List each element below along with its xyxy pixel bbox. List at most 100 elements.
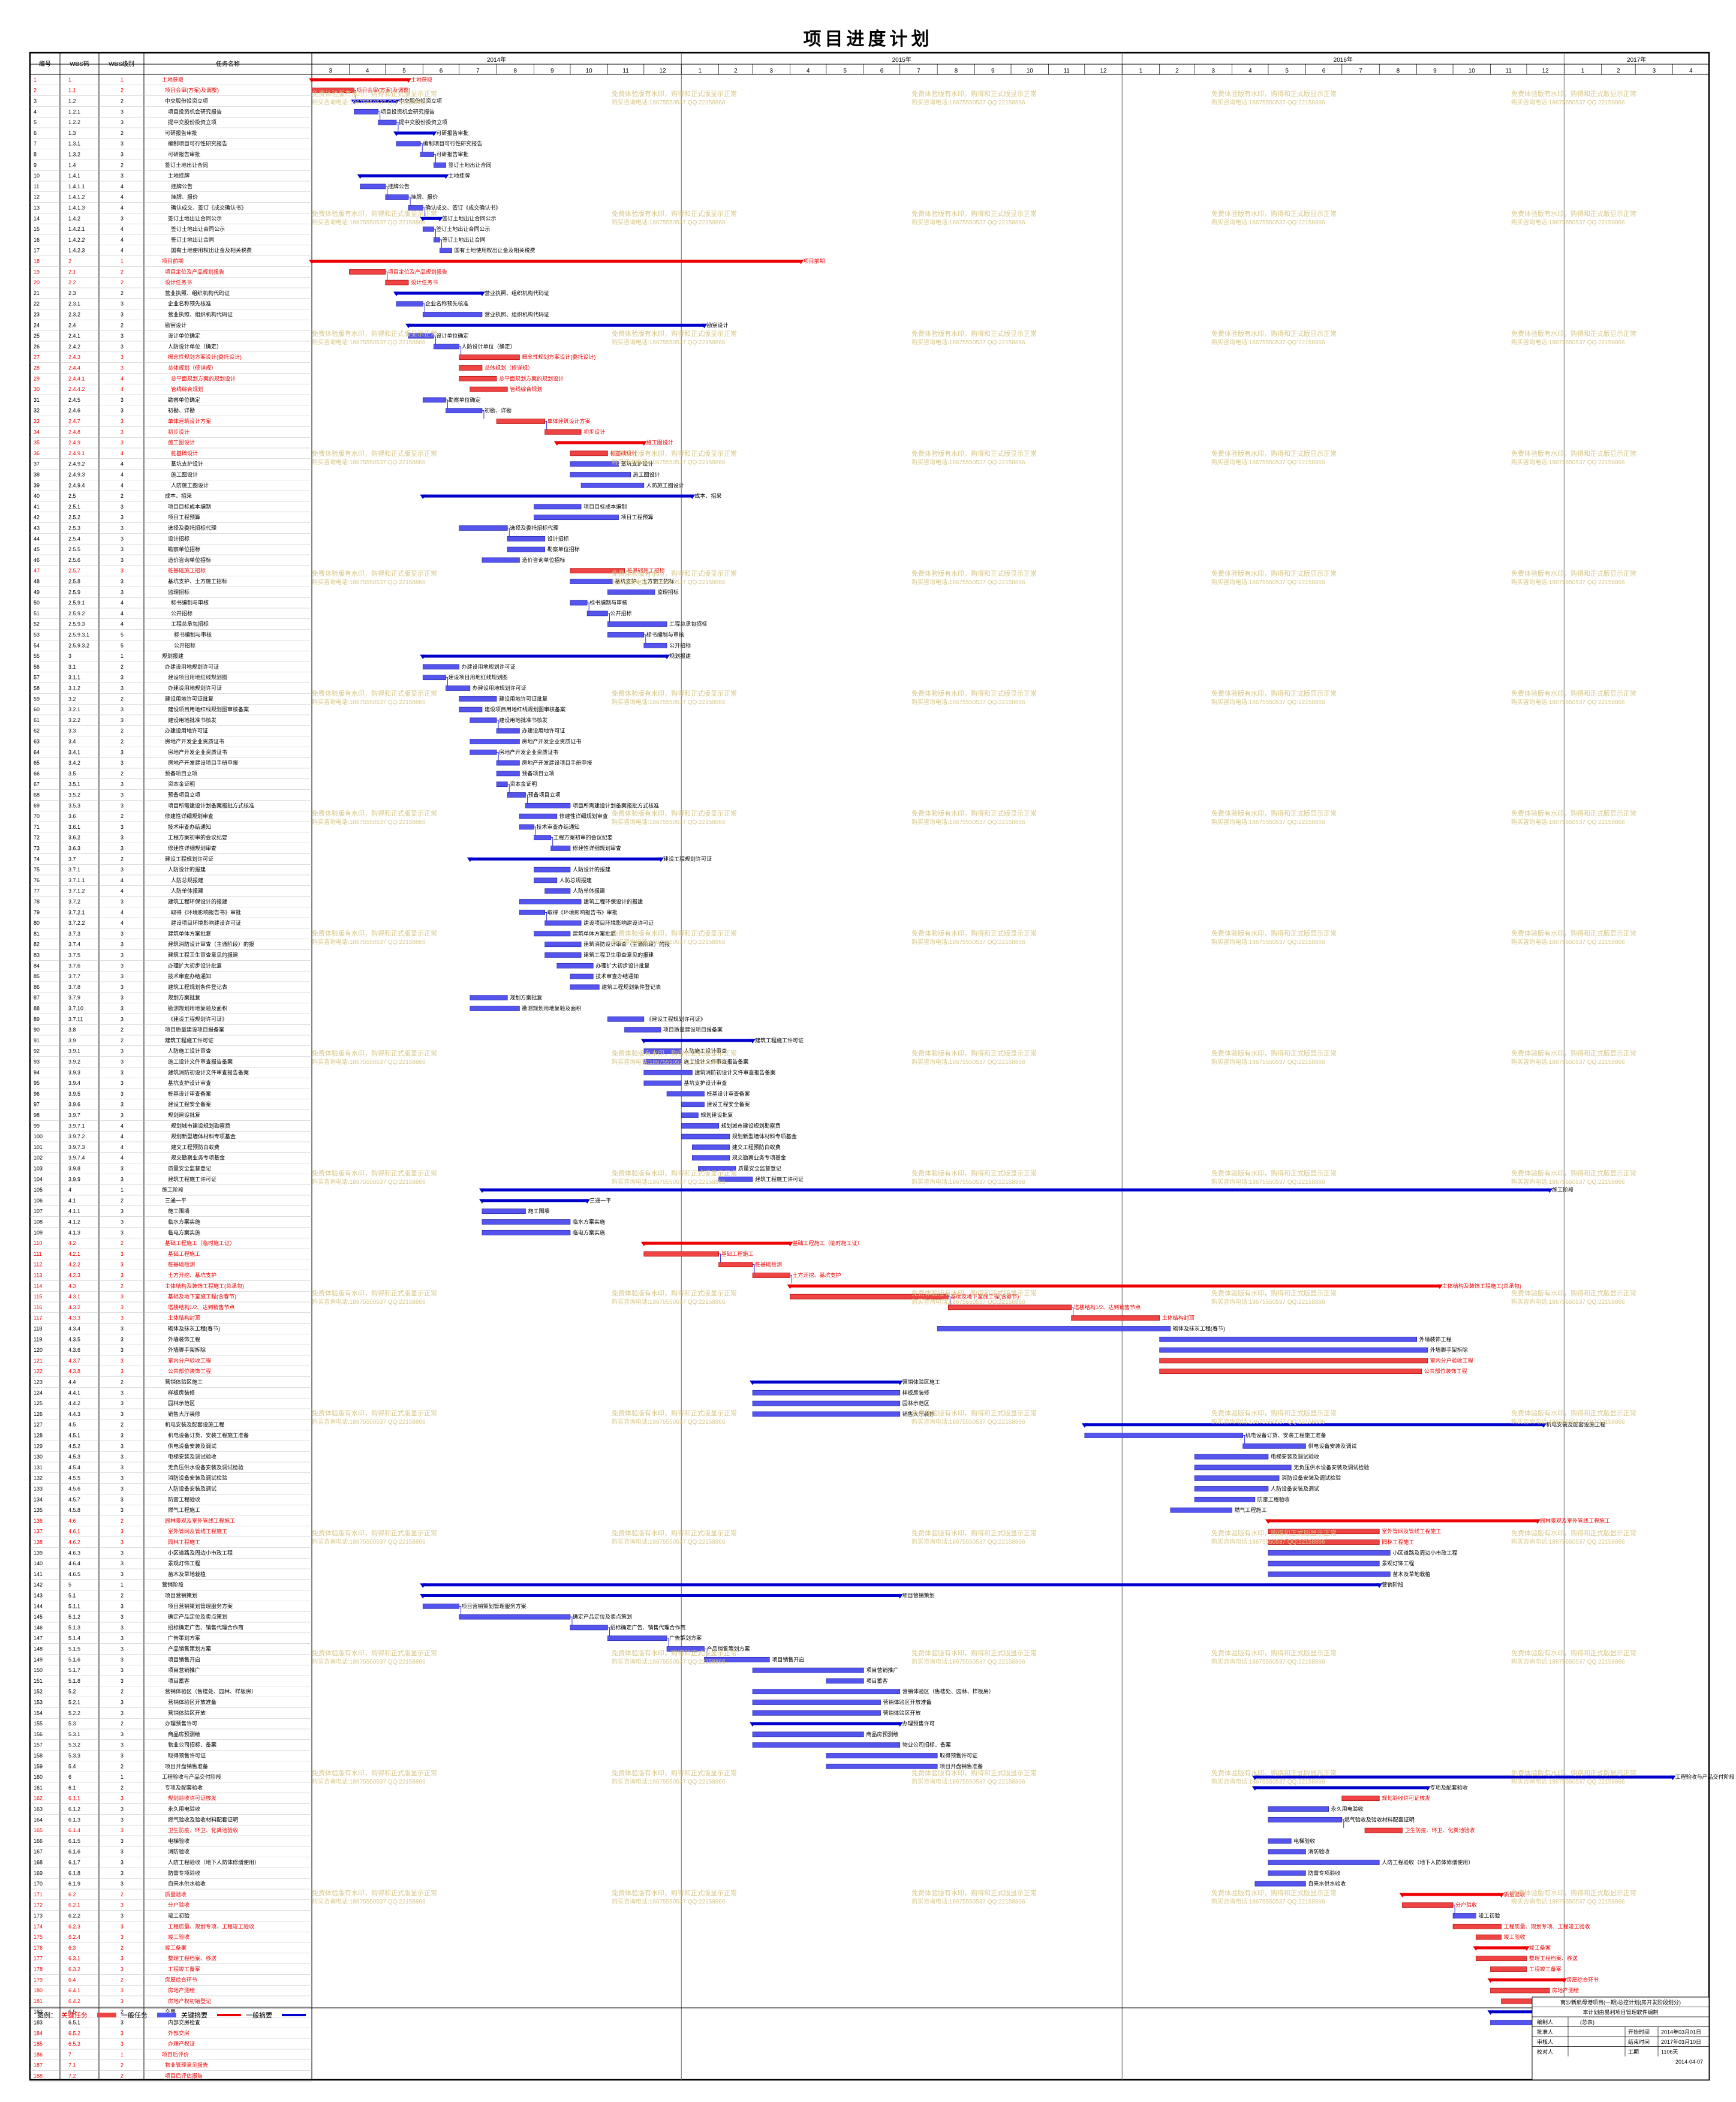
- task-wbs: 5.1.7: [68, 1667, 80, 1673]
- summary-end-cap: [1561, 1978, 1567, 1983]
- task-bar: [519, 909, 546, 915]
- task-wbs: 2.4: [68, 322, 76, 328]
- task-row: 9 1.4 2 签订土地出让合同 签订土地出让合同: [30, 161, 492, 171]
- task-level: 1: [121, 653, 124, 659]
- task-wbs: 3.4.1: [68, 749, 80, 755]
- task-no: 69: [34, 802, 40, 808]
- task-bar-label: 预备项目立项: [522, 770, 554, 777]
- task-row: 150 5.1.7 3 项目营销推广 项目营销推广: [30, 1667, 898, 1676]
- task-bar: [681, 1102, 705, 1108]
- task-name: 设计单位确定: [168, 332, 200, 339]
- task-bar: [1475, 1956, 1527, 1962]
- task-row: 58 3.1.2 3 办建设用地规划许可证 办建设用地规划许可证: [30, 685, 526, 694]
- task-row: 49 2.5.9 3 监理招标 监理招标: [30, 588, 679, 598]
- watermark-phone: 购买咨询电话:18675550537 QQ:22158866: [1511, 1058, 1625, 1066]
- task-row: 118 4.3.4 3 砌体及抹灰工程(春节) 砌体及抹灰工程(春节): [30, 1325, 1225, 1334]
- task-wbs: 6.5: [68, 2009, 76, 2015]
- summary-end-cap: [431, 131, 437, 136]
- dependency-link: [587, 602, 589, 611]
- watermark-phone: 购买咨询电话:18675550537 QQ:22158866: [612, 1897, 726, 1905]
- task-wbs: 1.2: [68, 98, 76, 104]
- task-bar: [534, 931, 571, 937]
- dependency-link: [667, 1638, 669, 1647]
- task-bar-label: 建筑单体方案批复: [573, 930, 616, 937]
- task-bar-label: 签订土地出让合同: [442, 236, 485, 243]
- task-level: 3: [121, 1390, 124, 1396]
- watermark-text: 免费体验版有水印，购得和正式版显示正常: [612, 1769, 737, 1777]
- task-level: 3: [121, 1646, 124, 1652]
- task-bar-label: 基础工程施工（临时施工证）: [792, 1240, 862, 1246]
- task-level: 3: [121, 1454, 124, 1460]
- task-no: 78: [34, 899, 40, 905]
- task-wbs: 6.1.9: [68, 1881, 80, 1887]
- task-name: 工程总承包招标: [171, 621, 209, 627]
- task-wbs: 6.2.3: [68, 1923, 80, 1929]
- task-name: 签订土地出让合同: [165, 161, 208, 168]
- col-wbs-header: WBS码: [70, 61, 89, 68]
- task-name: 总平面规划方案的规划设计: [171, 375, 236, 381]
- task-row: 15 1.4.2.1 4 签订土地出让合同公示 签订土地出让合同公示: [30, 225, 490, 235]
- task-row: 167 6.1.6 3 消防验收 消防验收: [30, 1848, 1329, 1857]
- task-level: 3: [121, 312, 124, 318]
- watermark-phone: 购买咨询电话:18675550537 QQ:22158866: [612, 818, 726, 826]
- task-name: 招标确定广告、销售代理合作商: [168, 1624, 243, 1631]
- task-no: 185: [34, 2041, 43, 2047]
- watermark-text: 免费体验版有水印，购得和正式版显示正常: [1511, 89, 1636, 98]
- task-name: 取得《环境影响报告书》审批: [171, 909, 241, 915]
- watermark-text: 免费体验版有水印，购得和正式版显示正常: [1211, 1769, 1337, 1777]
- task-row: 40 2.5 2 成本、招采 成本、招采: [30, 492, 721, 502]
- summary-bar: [753, 1722, 900, 1725]
- task-wbs: 1.4.1.1: [68, 184, 85, 190]
- summary-end-cap: [896, 1594, 903, 1599]
- task-no: 169: [34, 1870, 43, 1876]
- task-no: 108: [34, 1219, 43, 1225]
- dependency-link: [607, 613, 610, 622]
- watermark-text: 免费体验版有水印，购得和正式版显示正常: [1211, 329, 1337, 338]
- task-level: 2: [121, 2073, 124, 2079]
- month-label: 11: [1506, 68, 1512, 74]
- task-level: 3: [121, 1219, 124, 1225]
- task-row: 148 5.1.5 3 产品销售策划方案 产品销售策划方案: [30, 1646, 750, 1655]
- task-level: 3: [121, 899, 124, 905]
- task-wbs: 3.7.10: [68, 1006, 83, 1012]
- task-name: 标书编制与审核: [174, 631, 212, 638]
- task-no: 141: [34, 1571, 43, 1577]
- task-wbs: 6.1: [68, 1785, 76, 1791]
- task-name: 规划方案批复: [168, 994, 200, 1001]
- legend-normal-task-swatch: [157, 2013, 176, 2017]
- task-wbs: 1.1: [68, 88, 76, 94]
- task-level: 3: [121, 344, 124, 350]
- task-row: 160 6 1 工程验收与产品交付阶段 工程验收与产品交付阶段: [30, 1773, 1735, 1783]
- task-level: 4: [121, 226, 124, 232]
- task-level: 3: [121, 152, 124, 158]
- task-wbs: 1.4.1.2: [68, 194, 85, 200]
- task-wbs: 2.4.6: [68, 408, 80, 414]
- summary-start-cap: [479, 1199, 485, 1204]
- watermark-phone: 购买咨询电话:18675550537 QQ:22158866: [612, 218, 726, 226]
- task-no: 15: [34, 226, 40, 232]
- task-name: 建设用地批准书核发: [168, 717, 216, 723]
- dependency-link: [1341, 1819, 1344, 1829]
- task-bar-label: 项目目标成本编制: [583, 503, 627, 510]
- task-name: 造价咨询单位招标: [168, 557, 211, 563]
- task-level: 4: [121, 237, 124, 243]
- task-bar-label: 产品销售策划方案: [706, 1646, 750, 1652]
- task-bar-label: 规划方案批复: [510, 994, 542, 1001]
- task-level: 3: [121, 1400, 124, 1406]
- dependency-link: [385, 271, 388, 281]
- summary-end-cap: [657, 857, 664, 862]
- dependency-link: [544, 421, 547, 430]
- watermark-phone: 购买咨询电话:18675550537 QQ:22158866: [612, 698, 726, 706]
- task-bar-label: 签订土地出让合同公示: [442, 215, 496, 221]
- task-bar-label: 项目营销策划: [902, 1592, 935, 1599]
- task-wbs: 6.4.1: [68, 1987, 80, 1993]
- dependency-links: [354, 90, 1577, 2031]
- watermark-phone: 购买咨询电话:18675550537 QQ:22158866: [911, 938, 1025, 946]
- task-row: 146 5.1.3 3 招标确定广告、销售代理合作商 招标确定广告、销售代理合作商: [30, 1624, 685, 1634]
- task-no: 138: [34, 1539, 43, 1545]
- task-bar: [1194, 1486, 1269, 1491]
- watermark-phone: 购买咨询电话:18675550537 QQ:22158866: [911, 458, 1025, 466]
- task-bar-label: 样板房装修: [902, 1389, 929, 1396]
- summary-end-cap: [443, 174, 449, 179]
- task-level: 3: [121, 1913, 124, 1919]
